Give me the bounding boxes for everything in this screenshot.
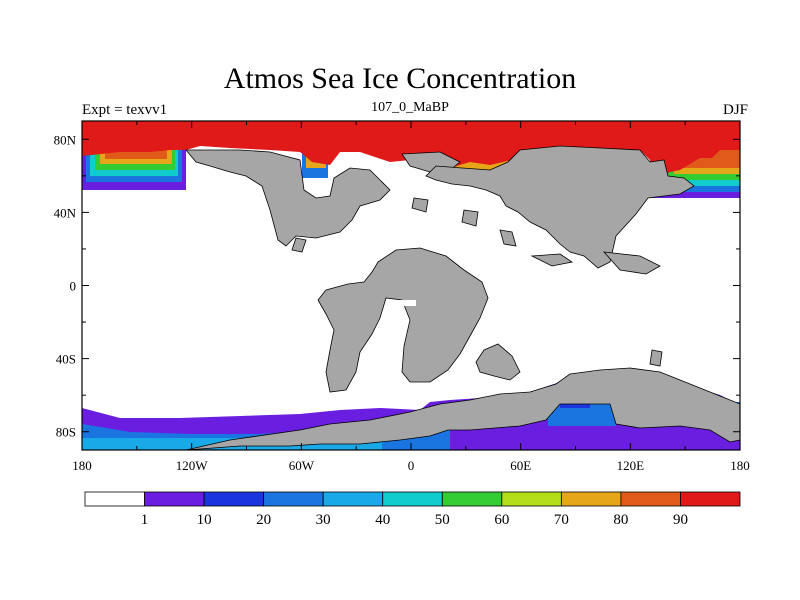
colorbar-box bbox=[263, 491, 324, 507]
colorbar-box bbox=[620, 491, 681, 507]
colorbar: 1 10 20 30 40 50 60 70 80 90 bbox=[84, 491, 741, 528]
x-tick-label: 180 bbox=[730, 458, 750, 473]
x-tick-label: 0 bbox=[408, 458, 415, 473]
x-tick-label: 120W bbox=[176, 458, 209, 473]
y-tick-label: 0 bbox=[70, 279, 77, 294]
x-tick-label: 180 bbox=[72, 458, 92, 473]
continents bbox=[185, 145, 740, 450]
period-label: 107_0_MaBP bbox=[371, 100, 449, 115]
eurasia bbox=[425, 145, 695, 269]
map-field bbox=[82, 121, 740, 450]
colorbar-label: 70 bbox=[554, 512, 569, 528]
x-axis: 180 120W 60W 0 60E 120E 180 bbox=[72, 121, 750, 473]
map-title: Atmos Sea Ice Concentration bbox=[223, 62, 577, 95]
season-label: DJF bbox=[722, 102, 748, 118]
y-axis: 80N 40N 0 40S 80S bbox=[54, 132, 740, 440]
colorbar-box bbox=[680, 491, 741, 507]
colorbar-label: 10 bbox=[197, 512, 212, 528]
x-tick-label: 60W bbox=[289, 458, 315, 473]
experiment-label: Expt = texvv1 bbox=[82, 102, 168, 118]
colorbar-label: 90 bbox=[673, 512, 688, 528]
colorbar-box bbox=[382, 491, 443, 507]
colorbar-label: 60 bbox=[494, 512, 509, 528]
inland-sea bbox=[392, 300, 416, 306]
colorbar-label: 30 bbox=[316, 512, 331, 528]
y-tick-label: 80S bbox=[56, 425, 76, 440]
x-tick-label: 60E bbox=[510, 458, 531, 473]
north-america bbox=[185, 149, 391, 247]
gondwana bbox=[317, 247, 489, 393]
antarctica bbox=[185, 367, 740, 450]
colorbar-box bbox=[84, 491, 145, 507]
colorbar-box bbox=[501, 491, 562, 507]
north-pacific-ice-gradient bbox=[82, 150, 186, 190]
colorbar-box bbox=[441, 491, 503, 507]
colorbar-box bbox=[203, 491, 265, 507]
colorbar-label: 1 bbox=[141, 512, 149, 528]
colorbar-label: 80 bbox=[613, 512, 628, 528]
india-australia bbox=[475, 343, 521, 381]
y-tick-label: 40N bbox=[54, 205, 77, 220]
y-tick-label: 80N bbox=[54, 132, 77, 147]
colorbar-label: 50 bbox=[435, 512, 450, 528]
colorbar-label: 40 bbox=[375, 512, 390, 528]
colorbar-box bbox=[144, 491, 205, 507]
colorbar-box bbox=[322, 491, 384, 507]
colorbar-box bbox=[560, 491, 622, 507]
arctic-ice-cap bbox=[82, 121, 740, 184]
y-tick-label: 40S bbox=[56, 352, 76, 367]
x-tick-label: 120E bbox=[617, 458, 645, 473]
colorbar-label: 20 bbox=[256, 512, 271, 528]
